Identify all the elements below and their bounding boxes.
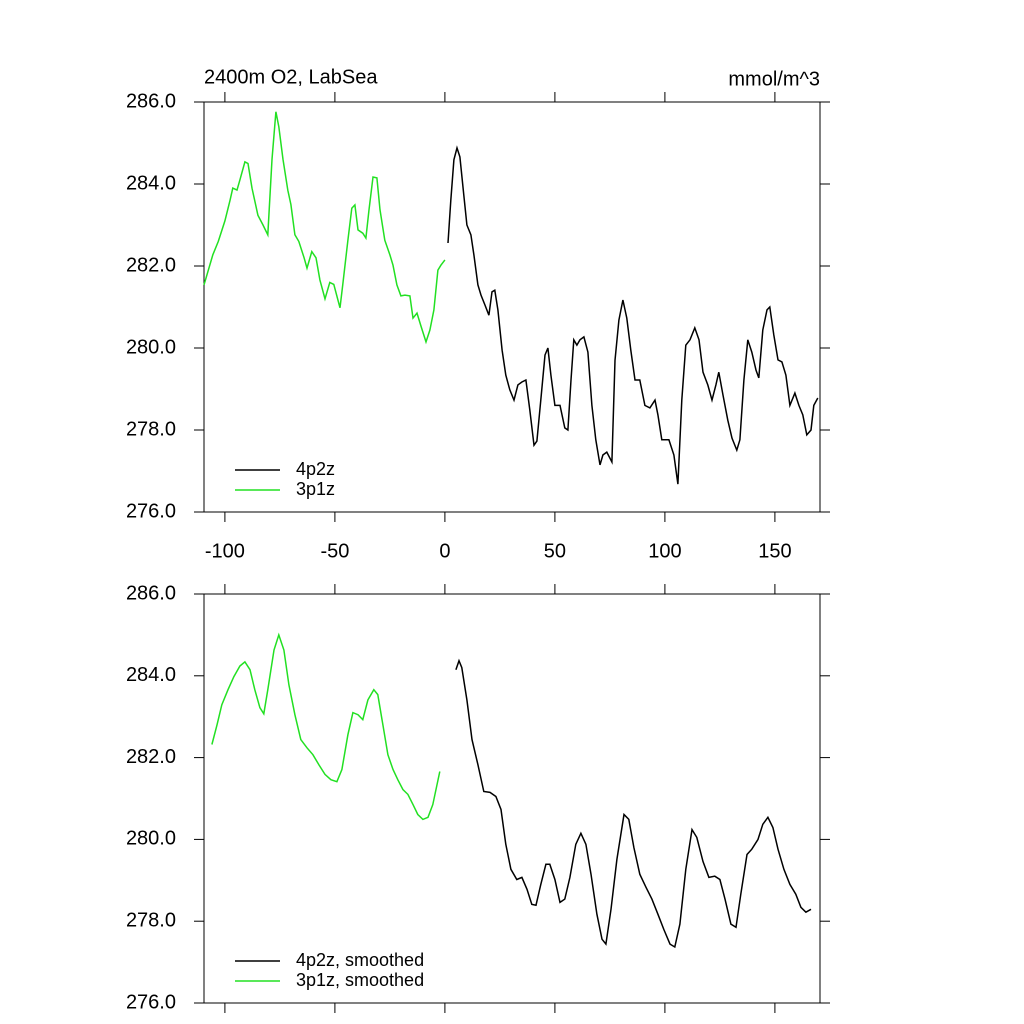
legend-label: 4p2z (296, 459, 335, 479)
y-tick-label: 280.0 (126, 336, 176, 358)
units-label: mmol/m^3 (728, 68, 820, 90)
x-tick-label: 50 (544, 540, 566, 562)
legend-label: 3p1z, smoothed (296, 970, 424, 990)
plot-frame (203, 593, 821, 1004)
y-tick-label: 278.0 (126, 418, 176, 440)
y-tick-label: 280.0 (126, 828, 176, 850)
x-tick-label: 100 (648, 540, 681, 562)
y-tick-label: 282.0 (126, 746, 176, 768)
line (203, 111, 446, 345)
y-tick-label: 284.0 (126, 172, 176, 194)
y-tick-label: 284.0 (126, 664, 176, 686)
y-tick-label: 282.0 (126, 254, 176, 276)
legend-label: 3p1z (296, 479, 335, 499)
legend-label: 4p2z, smoothed (296, 950, 424, 970)
line (447, 145, 819, 485)
y-tick-label: 286.0 (126, 90, 176, 112)
y-tick-label: 286.0 (126, 582, 176, 604)
chart-title: 2400m O2, LabSea (204, 66, 378, 88)
line (455, 658, 812, 949)
x-tick-label: -100 (205, 540, 245, 562)
y-tick-label: 276.0 (126, 500, 176, 522)
x-tick-label: 150 (758, 540, 791, 562)
line (211, 632, 441, 821)
x-tick-label: 0 (439, 540, 450, 562)
plot-frame (203, 101, 821, 513)
y-tick-label: 278.0 (126, 909, 176, 931)
y-tick-label: 276.0 (126, 991, 176, 1013)
x-tick-label: -50 (320, 540, 349, 562)
